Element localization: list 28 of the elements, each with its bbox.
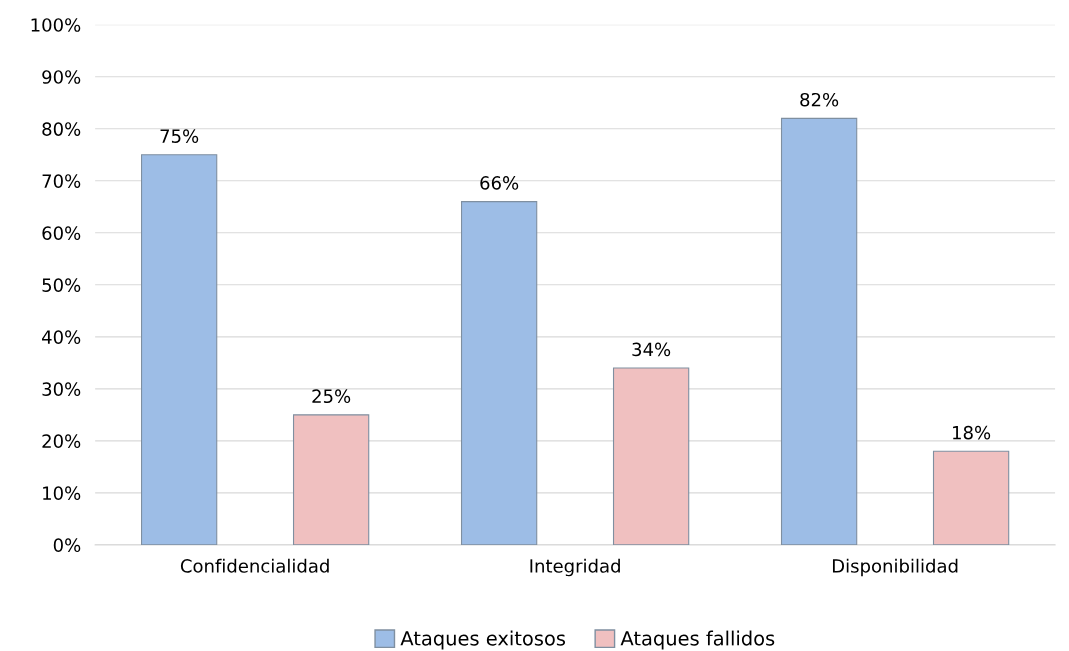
x-tick-label: Confidencialidad	[180, 558, 329, 573]
y-tick-label: 100%	[31, 18, 81, 32]
data-label: 34%	[632, 342, 671, 357]
x-tick-label: Integridad	[530, 558, 620, 577]
y-tick-label: 10%	[43, 486, 81, 500]
y-tick-label: 40%	[42, 330, 81, 344]
legend-label: Ataques exitosos	[400, 630, 566, 650]
data-label: 75%	[160, 129, 199, 143]
data-label: 18%	[953, 425, 991, 440]
data-label: 25%	[312, 389, 351, 404]
data-label: 66%	[480, 176, 519, 190]
bar	[460, 201, 538, 545]
y-tick-label: 90%	[42, 70, 81, 84]
y-tick-label: 30%	[42, 382, 81, 396]
x-tick-label: Disponibilidad	[832, 558, 958, 577]
y-tick-label: 70%	[42, 174, 81, 188]
y-tick-label: 0%	[53, 538, 81, 552]
bar	[612, 367, 690, 545]
y-tick-label: 50%	[42, 278, 81, 292]
bar	[140, 154, 218, 545]
data-label: 82%	[800, 92, 839, 107]
y-tick-label: 60%	[42, 226, 81, 240]
y-tick-label: 20%	[42, 434, 81, 448]
legend-label: Ataques fallidos	[620, 630, 775, 650]
bar	[292, 414, 370, 545]
bar	[932, 450, 1010, 545]
bar	[780, 117, 858, 545]
y-tick-label: 80%	[42, 122, 81, 136]
